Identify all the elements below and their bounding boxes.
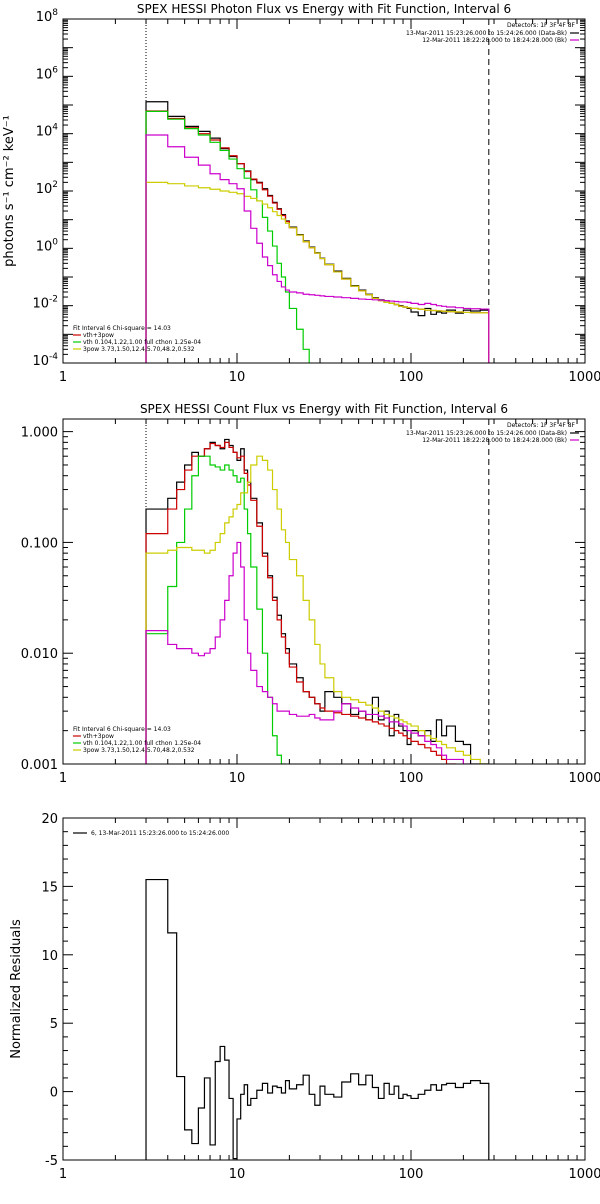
fit-header-label: Fit Interval 6 Chi-square = 14.03 [73, 726, 171, 733]
series-total [145, 441, 490, 764]
y-tick-exponent: 8 [52, 8, 58, 18]
legend-label: 3pow 3.73,1.50,12.4,5.70,48.2,0.532 [83, 747, 195, 754]
x-tick-label: 1000 [568, 771, 600, 786]
panel-2: SPEX HESSI Count Flux vs Energy with Fit… [21, 402, 600, 786]
x-tick-label: 10 [229, 771, 246, 786]
series-total [145, 110, 490, 363]
y-tick-label: 0.001 [21, 758, 58, 773]
legend-label: 6, 13-Mar-2011 15:23:26.000 to 15:24:26.… [91, 830, 229, 837]
panel-3: 1 10 100 1000 -5 0 5 10 15 20 Normalized Residuals… [9, 812, 600, 1182]
x-tick-label: 1000 [568, 1167, 600, 1182]
y-axis-title: photons s⁻¹ cm⁻² keV⁻¹ [2, 115, 17, 267]
legend-label: vth 0.104,1.22,1.00 full cthon 1.25e-04 [83, 339, 201, 346]
y-tick-label: 1.000 [21, 426, 58, 441]
series-background [145, 134, 490, 363]
plot-frame [62, 817, 586, 1161]
y-tick-label: 10-2 [32, 295, 58, 312]
y-tick-exponent: 4 [52, 123, 58, 133]
y-tick-label: 0.100 [21, 536, 58, 551]
y-tick-label: 106 [36, 65, 59, 82]
y-tick-label: 20 [41, 812, 58, 827]
y-tick-label: 102 [36, 180, 58, 197]
time-interval-label: 12-Mar-2011 18:22:28.000 to 18:24:28.000… [422, 37, 567, 44]
y-tick-label: 104 [36, 123, 59, 140]
y-tick-label: 10 [41, 949, 58, 964]
y-tick-exponent: -4 [49, 352, 58, 362]
plot-frame [62, 18, 586, 364]
y-tick-label: 0.010 [21, 647, 58, 662]
series-group [145, 438, 490, 764]
x-tick-label: 10 [229, 370, 246, 385]
series-data [145, 438, 489, 764]
legend-label: vth+3pow [83, 332, 114, 339]
y-tick-exponent: 0 [52, 237, 58, 247]
y-tick-exponent: 2 [52, 180, 58, 190]
detectors-label: Detectors: 1F 3F 4F 8F [507, 22, 576, 29]
x-tick-label: 100 [399, 370, 424, 385]
plot-frame [62, 418, 586, 765]
x-tick-label: 1 [59, 370, 67, 385]
y-tick-label: 5 [50, 1017, 58, 1032]
series-group [145, 101, 490, 363]
legend-label: 3pow 3.73,1.50,12.4,5.70,48.2,0.532 [83, 346, 195, 353]
y-tick-label: 15 [41, 880, 58, 895]
x-tick-label: 1000 [568, 370, 600, 385]
time-interval-label: 12-Mar-2011 18:22:28.000 to 18:24:28.000… [422, 437, 567, 444]
x-tick-label: 100 [399, 1167, 424, 1182]
x-tick-label: 1 [59, 771, 67, 786]
series-data [145, 101, 490, 363]
y-axis-title: Normalized Residuals [9, 919, 24, 1059]
x-tick-label: 100 [399, 771, 424, 786]
series-group [145, 878, 490, 1160]
series-residuals [145, 878, 490, 1160]
time-interval-label: 13-Mar-2011 15:23:26.000 to 15:24:26.000… [406, 30, 567, 37]
y-tick-label: 0 [50, 1086, 58, 1101]
y-tick-label: 10-4 [32, 352, 58, 369]
y-tick-exponent: 6 [52, 65, 58, 75]
time-interval-label: 13-Mar-2011 15:23:26.000 to 15:24:26.000… [406, 430, 567, 437]
series-background [145, 541, 490, 764]
fit-header-label: Fit Interval 6 Chi-square = 14.03 [73, 325, 171, 332]
legend-label: vth 0.104,1.22,1.00 full cthon 1.25e-04 [83, 740, 201, 747]
panel-1: SPEX HESSI Photon Flux vs Energy with Fi… [2, 2, 600, 385]
detectors-label: Detectors: 1F 3F 4F 8F [507, 422, 576, 429]
panel-title: SPEX HESSI Count Flux vs Energy with Fit… [140, 402, 508, 416]
y-tick-exponent: -2 [49, 295, 58, 305]
y-tick-label: -5 [45, 1154, 58, 1169]
series-powerlaw [145, 181, 490, 363]
legend-label: vth+3pow [83, 733, 114, 740]
panel-title: SPEX HESSI Photon Flux vs Energy with Fi… [137, 2, 511, 16]
x-tick-label: 10 [229, 1167, 246, 1182]
y-tick-label: 100 [36, 237, 59, 254]
x-tick-label: 1 [59, 1167, 67, 1182]
y-tick-label: 108 [36, 8, 59, 25]
series-powerlaw [145, 455, 489, 764]
